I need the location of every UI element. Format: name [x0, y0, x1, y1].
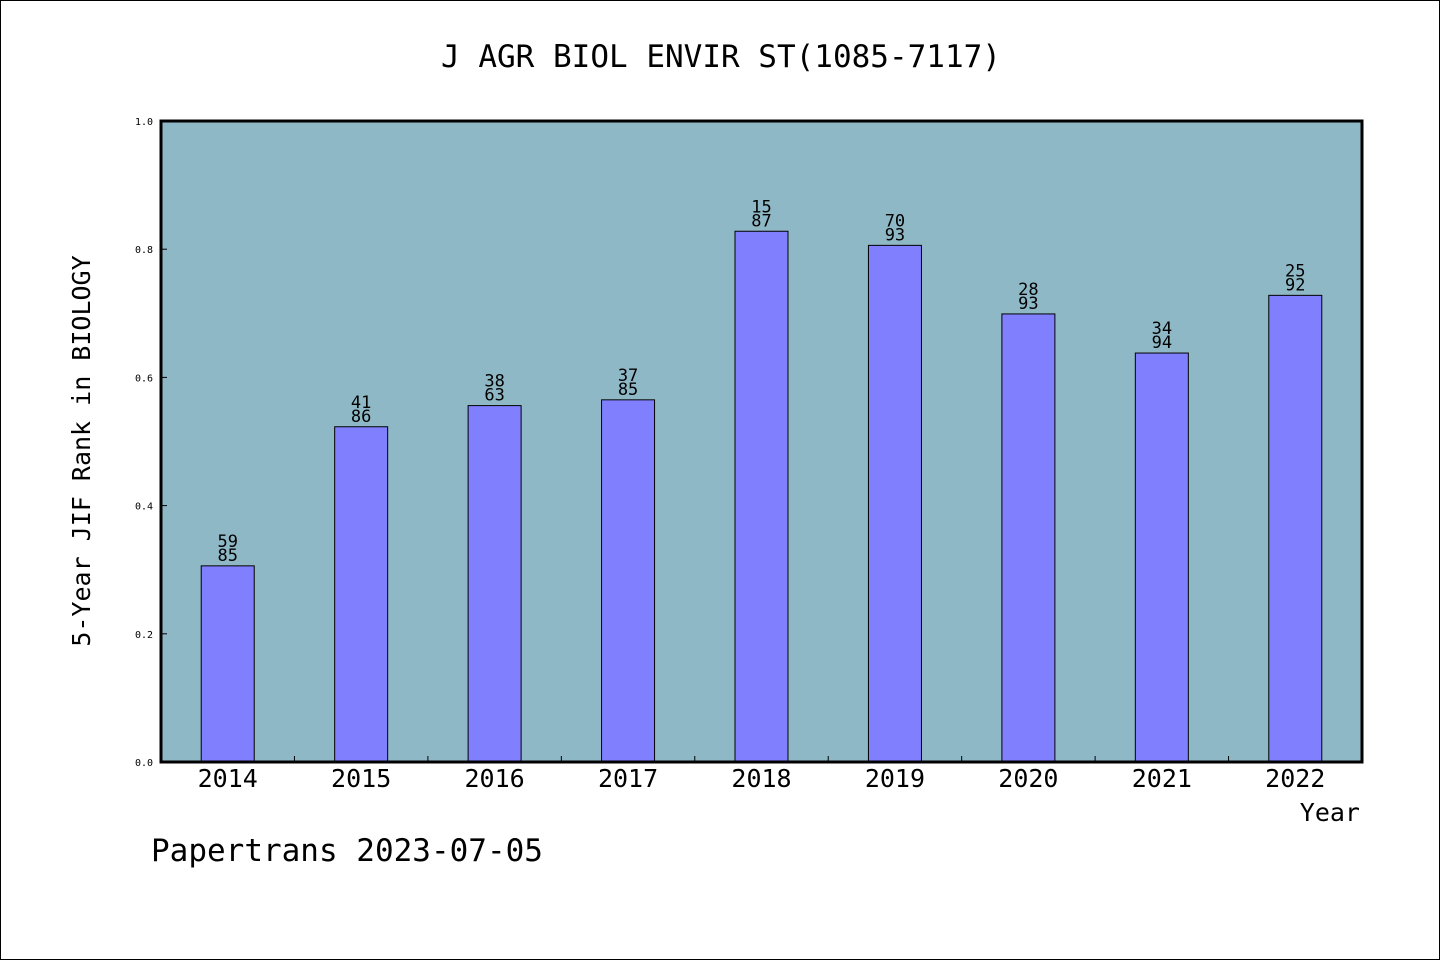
y-tick-label: 0.2 — [135, 630, 153, 641]
footer-credit: Papertrans 2023-07-05 — [151, 833, 543, 869]
bar-label-denominator: 93 — [1018, 294, 1038, 314]
bar-label-denominator: 87 — [751, 211, 771, 231]
bar-label-numerator: 38 — [484, 372, 504, 392]
bar-2021 — [1134, 352, 1189, 763]
y-axis-label: 5-Year JIF Rank in BIOLOGY — [67, 255, 96, 646]
bar-label-denominator: 86 — [351, 407, 371, 427]
bar-label-numerator: 70 — [885, 211, 905, 231]
x-tick-label: 2017 — [598, 764, 658, 793]
y-tick-label: 0.6 — [135, 373, 153, 384]
x-tick-label: 2022 — [1265, 764, 1325, 793]
bar-label-numerator: 59 — [217, 532, 237, 552]
bar-label-numerator: 25 — [1285, 261, 1305, 281]
y-tick-label: 1.0 — [135, 117, 153, 128]
plot-border — [159, 119, 1364, 764]
bar-2019 — [867, 244, 922, 763]
bar-label-denominator: 85 — [217, 546, 237, 566]
bar-label-denominator: 94 — [1152, 333, 1172, 353]
bar-label-denominator: 63 — [484, 386, 504, 406]
x-tick-label: 2015 — [331, 764, 391, 793]
x-tick-label: 2020 — [998, 764, 1058, 793]
y-tick-label: 0.8 — [135, 245, 153, 256]
bar-label-denominator: 85 — [618, 380, 638, 400]
y-tick-label: 0.4 — [135, 502, 153, 513]
y-tick-label: 0.0 — [135, 758, 153, 769]
x-tick-label: 2014 — [198, 764, 258, 793]
bars-group — [200, 230, 1323, 763]
x-tick-label: 2019 — [865, 764, 925, 793]
bar-label-numerator: 37 — [618, 366, 638, 386]
x-axis-label: Year — [1300, 798, 1360, 827]
bar-label-denominator: 92 — [1285, 275, 1305, 295]
x-tick-label: 2016 — [465, 764, 525, 793]
bar-2020 — [1001, 313, 1056, 763]
chart-title: J AGR BIOL ENVIR ST(1085-7117) — [441, 39, 1001, 75]
bar-label-denominator: 93 — [885, 225, 905, 245]
x-tick-label: 2021 — [1132, 764, 1192, 793]
bar-2022 — [1268, 294, 1323, 763]
bar-label-numerator: 15 — [751, 197, 771, 217]
bar-2018 — [734, 230, 789, 763]
x-tick-label: 2018 — [731, 764, 791, 793]
bar-2015 — [334, 426, 389, 763]
bar-2014 — [200, 565, 255, 763]
x-axis-ticks: 2014 2015 2016 2017 2018 2019 2020 2021 2022 — [198, 756, 1325, 793]
bar-2016 — [467, 405, 522, 763]
bar-label-numerator: 41 — [351, 393, 371, 413]
bar-2017 — [601, 399, 656, 763]
bar-label-numerator: 28 — [1018, 280, 1038, 300]
bar-label-numerator: 34 — [1152, 319, 1172, 339]
